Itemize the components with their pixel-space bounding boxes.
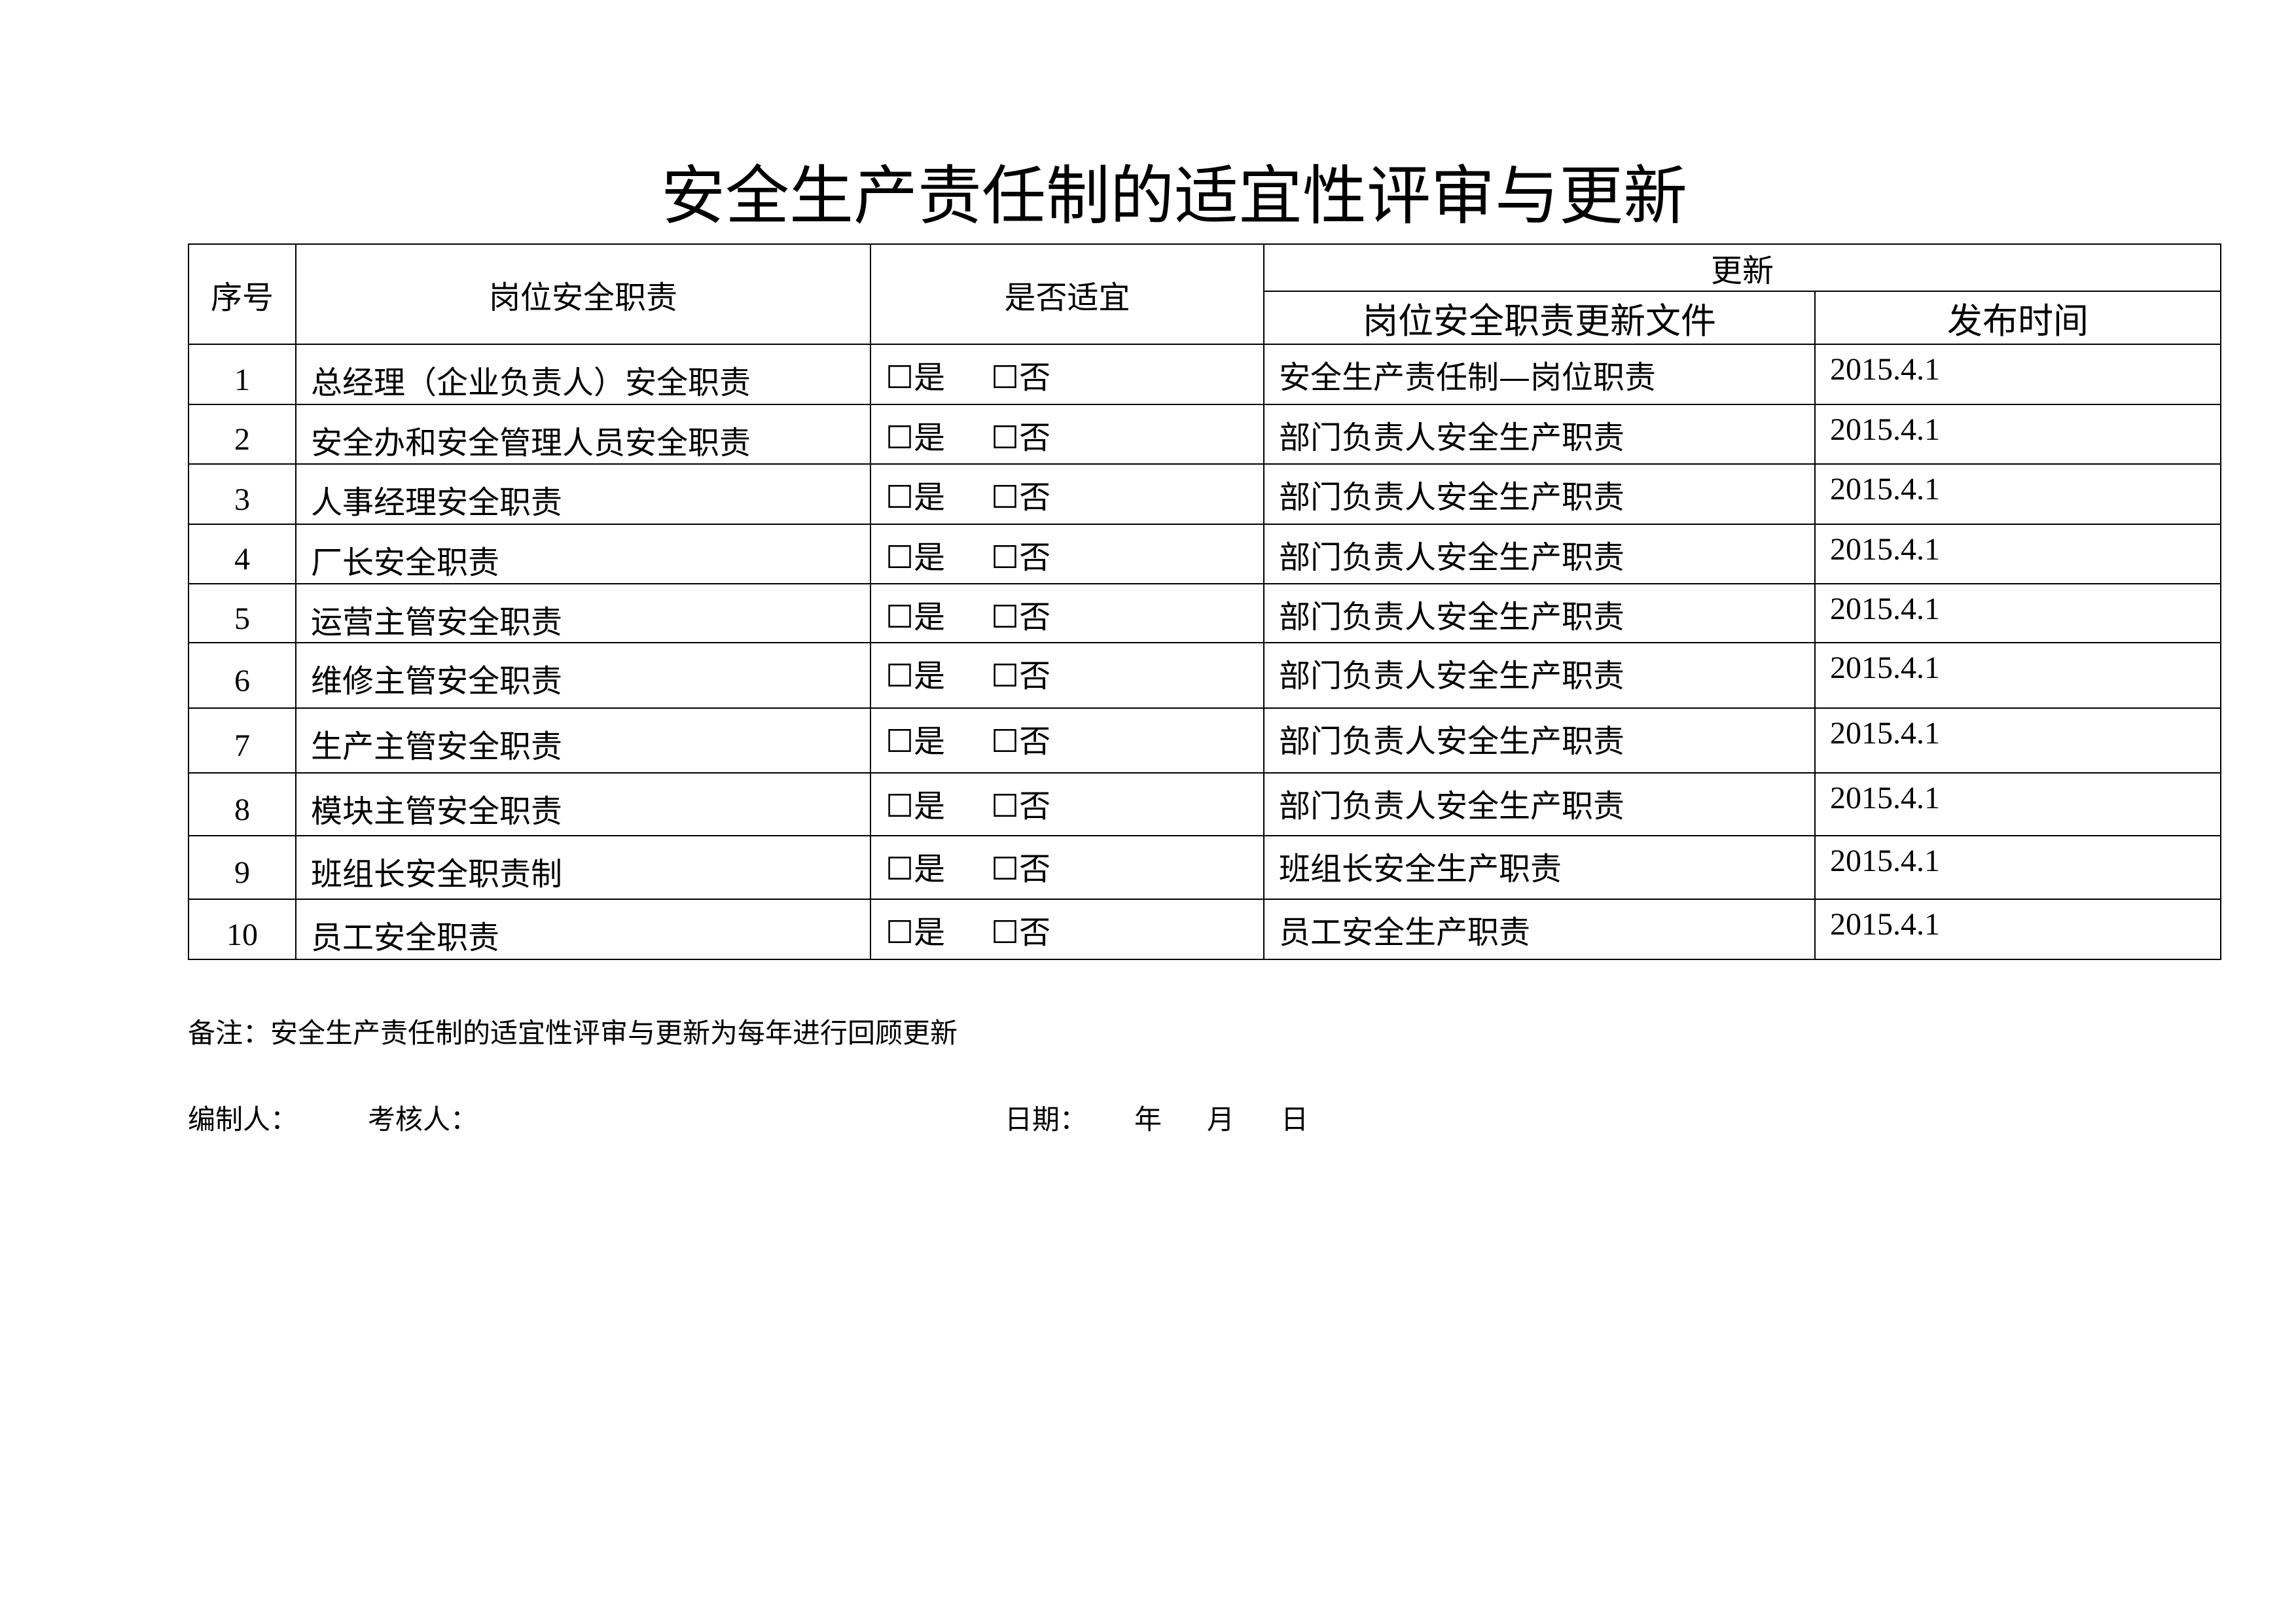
no-checkbox[interactable]: ☐否 — [991, 419, 1051, 456]
yes-checkbox[interactable]: ☐是 — [886, 479, 946, 516]
header-suitable: 是否适宜 — [870, 243, 1265, 345]
seq-cell: 6 — [188, 642, 296, 709]
update-file-cell: 部门负责人安全生产职责 — [1263, 404, 1816, 465]
reviewer-label: 考核人： — [368, 1103, 478, 1135]
seq-cell: 3 — [188, 463, 296, 525]
suitable-cell: ☐是 ☐否 — [870, 835, 1265, 900]
no-checkbox[interactable]: ☐否 — [991, 788, 1051, 825]
month-label: 月 — [1207, 1103, 1235, 1135]
publish-date-cell: 2015.4.1 — [1814, 772, 2222, 836]
update-file-cell: 安全生产责任制—岗位职责 — [1263, 344, 1816, 405]
yes-checkbox[interactable]: ☐是 — [886, 788, 946, 825]
no-checkbox[interactable]: ☐否 — [991, 914, 1051, 951]
seq-cell: 1 — [188, 344, 296, 405]
update-file-cell: 部门负责人安全生产职责 — [1263, 583, 1816, 643]
update-file-cell: 部门负责人安全生产职责 — [1263, 772, 1816, 836]
suitable-cell: ☐是 ☐否 — [870, 899, 1265, 960]
table-row: 10 员工安全职责 ☐是 ☐否 员工安全生产职责 2015.4.1 — [188, 899, 2222, 960]
publish-date-cell: 2015.4.1 — [1814, 524, 2222, 584]
seq-cell: 8 — [188, 772, 296, 836]
seq-cell: 10 — [188, 899, 296, 960]
seq-cell: 9 — [188, 835, 296, 900]
table-row: 5 运营主管安全职责 ☐是 ☐否 部门负责人安全生产职责 2015.4.1 — [188, 583, 2222, 643]
suitable-cell: ☐是 ☐否 — [870, 772, 1265, 836]
seq-cell: 7 — [188, 707, 296, 774]
publish-date-cell: 2015.4.1 — [1814, 583, 2222, 643]
table-row: 6 维修主管安全职责 ☐是 ☐否 部门负责人安全生产职责 2015.4.1 — [188, 642, 2222, 709]
publish-date-cell: 2015.4.1 — [1814, 642, 2222, 709]
table-row: 7 生产主管安全职责 ☐是 ☐否 部门负责人安全生产职责 2015.4.1 — [188, 707, 2222, 774]
header-update: 更新 — [1263, 243, 2222, 292]
publish-date-cell: 2015.4.1 — [1814, 463, 2222, 525]
no-checkbox[interactable]: ☐否 — [991, 851, 1051, 887]
day-label: 日 — [1281, 1103, 1309, 1135]
update-file-cell: 班组长安全生产职责 — [1263, 835, 1816, 900]
yes-checkbox[interactable]: ☐是 — [886, 914, 946, 951]
publish-date-cell: 2015.4.1 — [1814, 707, 2222, 774]
table-row: 2 安全办和安全管理人员安全职责 ☐是 ☐否 部门负责人安全生产职责 2015.4.1 — [188, 404, 2222, 465]
date-label: 日期： — [1005, 1103, 1088, 1135]
no-checkbox[interactable]: ☐否 — [991, 723, 1051, 760]
header-publish-date: 发布时间 — [1814, 291, 2222, 345]
yes-checkbox[interactable]: ☐是 — [886, 419, 946, 456]
table-row: 4 厂长安全职责 ☐是 ☐否 部门负责人安全生产职责 2015.4.1 — [188, 524, 2222, 584]
no-checkbox[interactable]: ☐否 — [991, 539, 1051, 576]
yes-checkbox[interactable]: ☐是 — [886, 599, 946, 635]
yes-checkbox[interactable]: ☐是 — [886, 658, 946, 694]
header-seq: 序号 — [188, 243, 296, 345]
duty-cell: 员工安全职责 — [295, 899, 871, 960]
duty-cell: 安全办和安全管理人员安全职责 — [295, 404, 871, 465]
seq-cell: 5 — [188, 583, 296, 643]
no-checkbox[interactable]: ☐否 — [991, 599, 1051, 635]
update-file-cell: 部门负责人安全生产职责 — [1263, 642, 1816, 709]
table-row: 8 模块主管安全职责 ☐是 ☐否 部门负责人安全生产职责 2015.4.1 — [188, 772, 2222, 836]
table-row: 9 班组长安全职责制 ☐是 ☐否 班组长安全生产职责 2015.4.1 — [188, 835, 2222, 900]
no-checkbox[interactable]: ☐否 — [991, 658, 1051, 694]
update-file-cell: 部门负责人安全生产职责 — [1263, 707, 1816, 774]
suitable-cell: ☐是 ☐否 — [870, 344, 1265, 405]
suitable-cell: ☐是 ☐否 — [870, 463, 1265, 525]
no-checkbox[interactable]: ☐否 — [991, 479, 1051, 516]
yes-checkbox[interactable]: ☐是 — [886, 723, 946, 760]
year-label: 年 — [1134, 1103, 1162, 1135]
yes-checkbox[interactable]: ☐是 — [886, 359, 946, 396]
no-checkbox[interactable]: ☐否 — [991, 359, 1051, 396]
suitable-cell: ☐是 ☐否 — [870, 524, 1265, 584]
seq-cell: 2 — [188, 404, 296, 465]
publish-date-cell: 2015.4.1 — [1814, 404, 2222, 465]
yes-checkbox[interactable]: ☐是 — [886, 851, 946, 887]
duty-cell: 模块主管安全职责 — [295, 772, 871, 836]
suitable-cell: ☐是 ☐否 — [870, 583, 1265, 643]
update-file-cell: 部门负责人安全生产职责 — [1263, 524, 1816, 584]
review-table: 序号 岗位安全职责 是否适宜 更新 岗位安全职责更新文件 发布时间 1 总经理（企… — [188, 243, 2222, 960]
table-row: 1 总经理（企业负责人）安全职责 ☐是 ☐否 安全生产责任制—岗位职责 2015.4.1 — [188, 344, 2222, 405]
update-file-cell: 部门负责人安全生产职责 — [1263, 463, 1816, 525]
duty-cell: 厂长安全职责 — [295, 524, 871, 584]
yes-checkbox[interactable]: ☐是 — [886, 539, 946, 576]
table-row: 3 人事经理安全职责 ☐是 ☐否 部门负责人安全生产职责 2015.4.1 — [188, 463, 2222, 525]
header-duty: 岗位安全职责 — [295, 243, 871, 345]
seq-cell: 4 — [188, 524, 296, 584]
header-update-file: 岗位安全职责更新文件 — [1263, 291, 1816, 345]
publish-date-cell: 2015.4.1 — [1814, 899, 2222, 960]
duty-cell: 维修主管安全职责 — [295, 642, 871, 709]
duty-cell: 班组长安全职责制 — [295, 835, 871, 900]
publish-date-cell: 2015.4.1 — [1814, 835, 2222, 900]
duty-cell: 人事经理安全职责 — [295, 463, 871, 525]
compiler-label: 编制人： — [188, 1103, 298, 1135]
suitable-cell: ☐是 ☐否 — [870, 404, 1265, 465]
suitable-cell: ☐是 ☐否 — [870, 707, 1265, 774]
duty-cell: 生产主管安全职责 — [295, 707, 871, 774]
suitable-cell: ☐是 ☐否 — [870, 642, 1265, 709]
duty-cell: 运营主管安全职责 — [295, 583, 871, 643]
page-title: 安全生产责任制的适宜性评审与更新 — [660, 159, 1687, 234]
publish-date-cell: 2015.4.1 — [1814, 344, 2222, 405]
note: 备注：安全生产责任制的适宜性评审与更新为每年进行回顾更新 — [188, 1017, 958, 1049]
update-file-cell: 员工安全生产职责 — [1263, 899, 1816, 960]
duty-cell: 总经理（企业负责人）安全职责 — [295, 344, 871, 405]
